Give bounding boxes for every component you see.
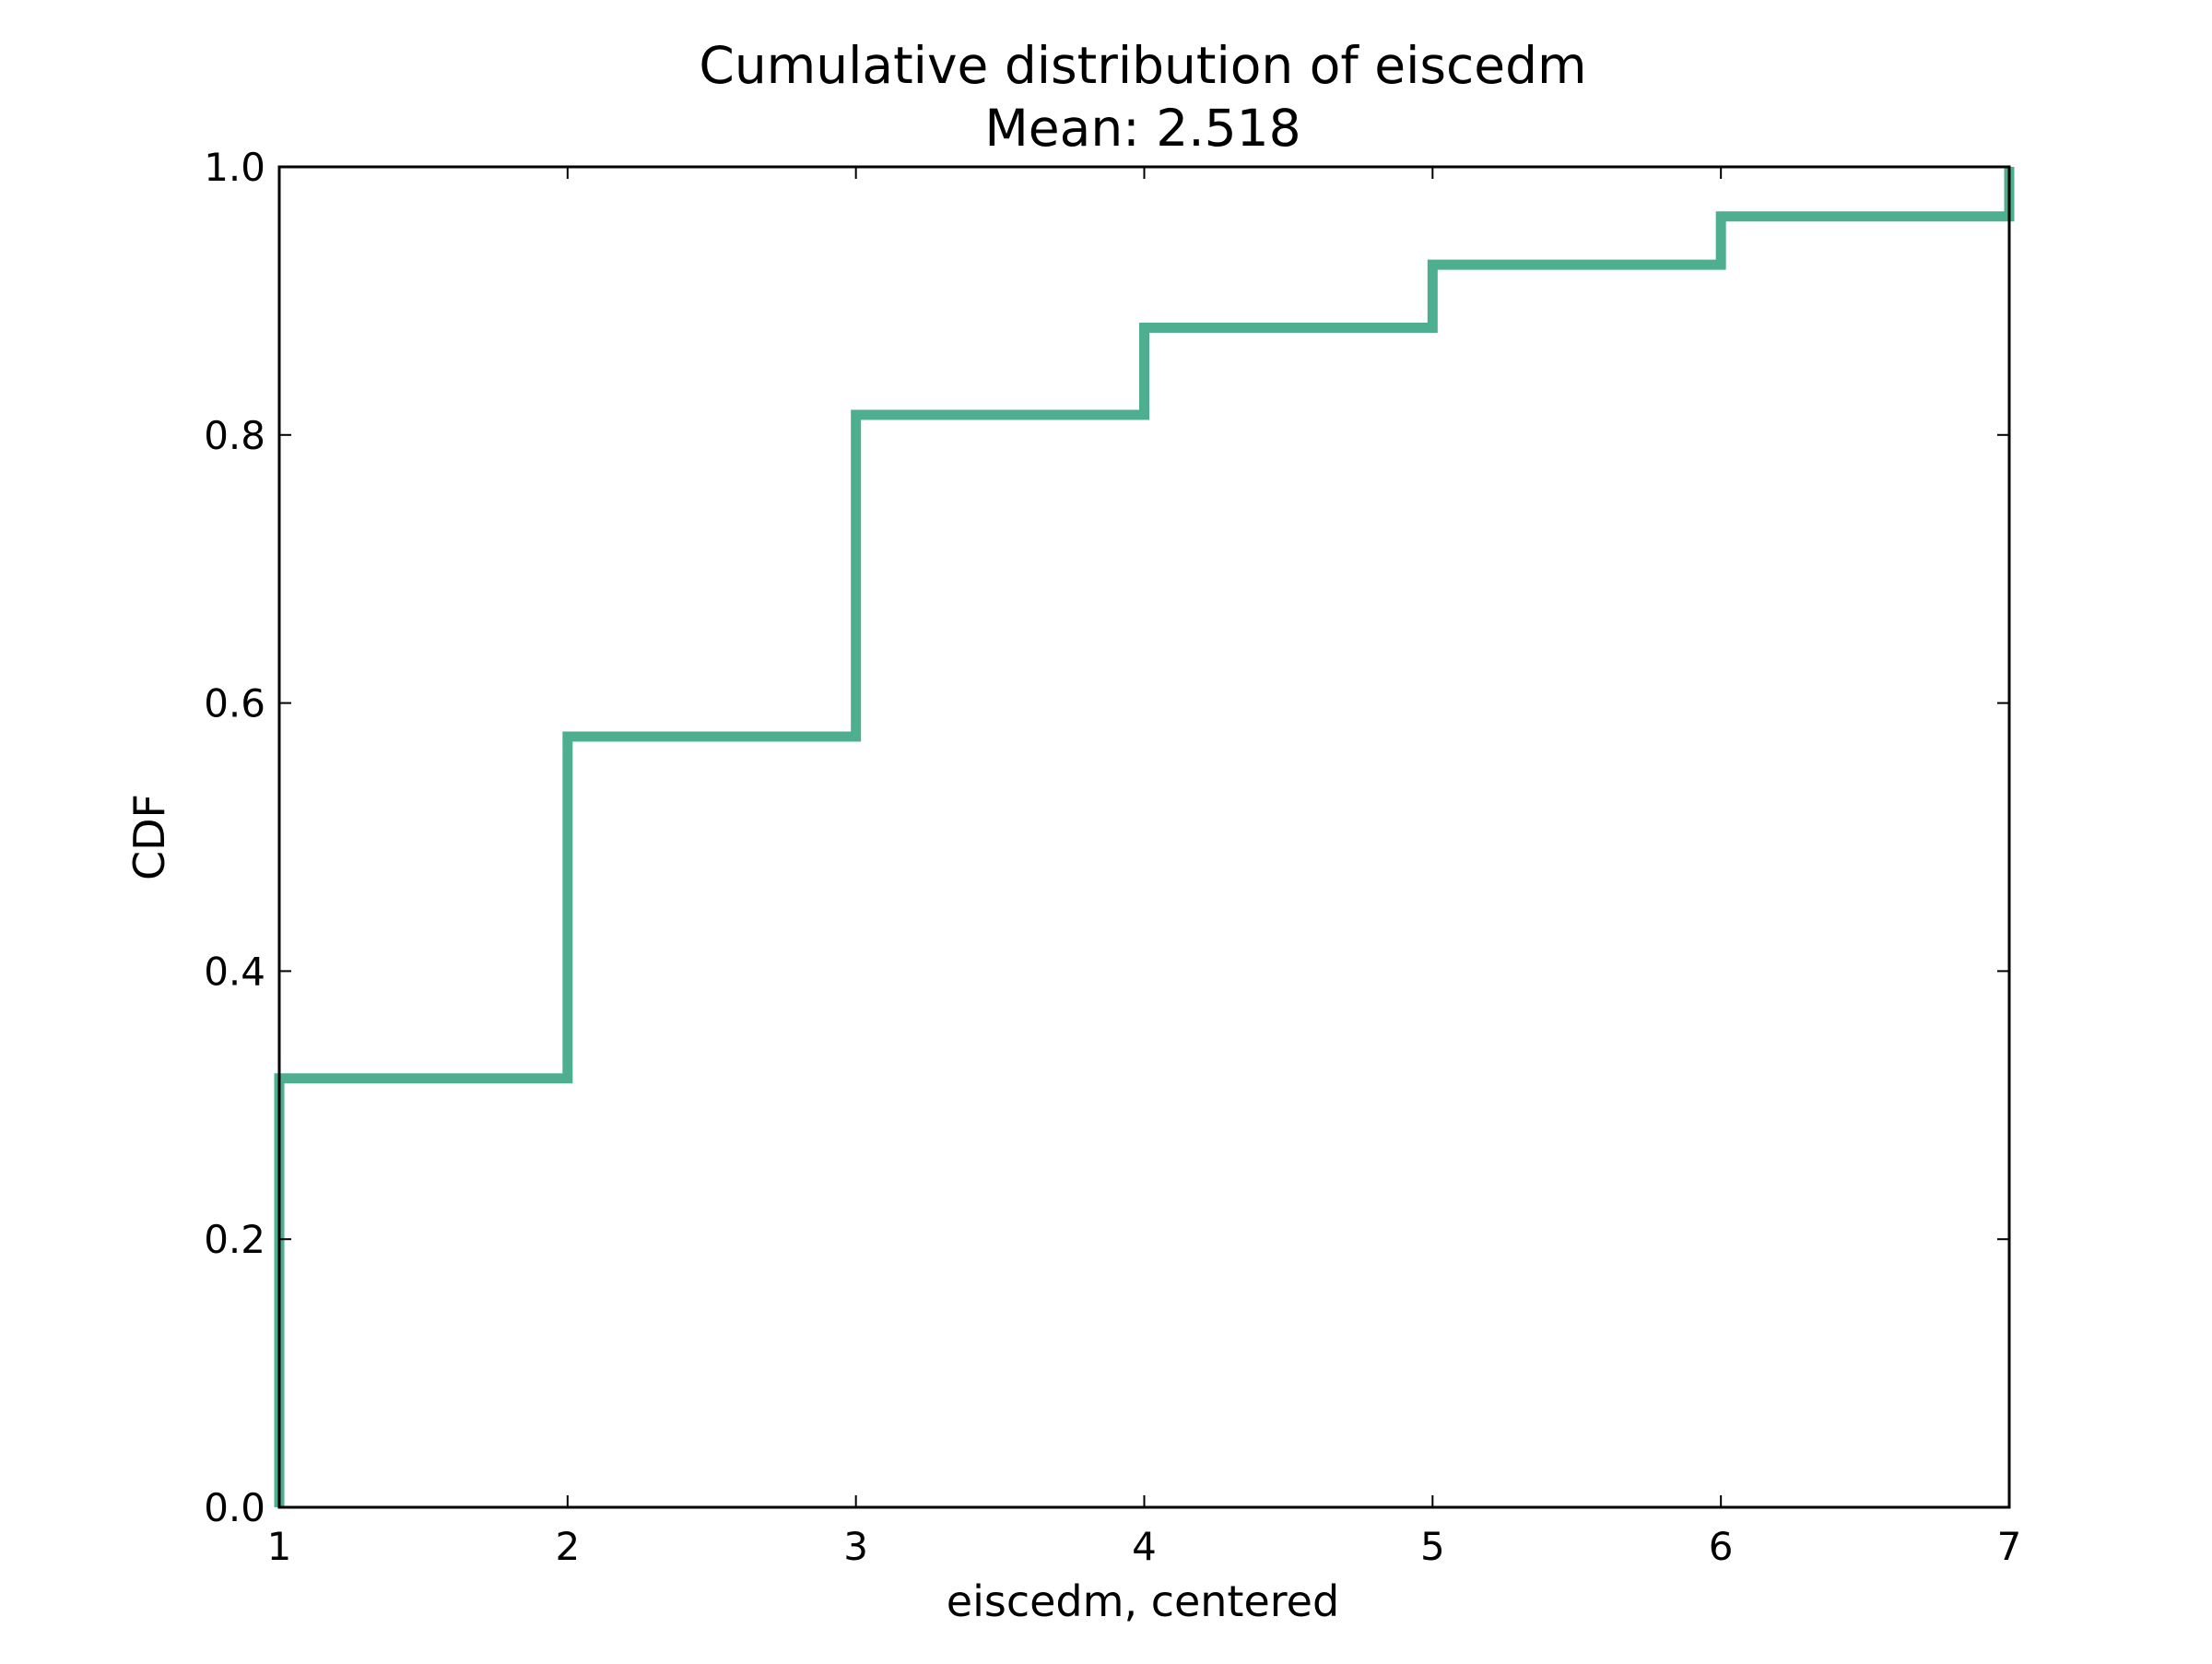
- x-axis-label: eiscedm, centered: [947, 1576, 1339, 1626]
- chart-subtitle: Mean: 2.518: [984, 99, 1300, 158]
- x-tick-label: 5: [1420, 1524, 1445, 1569]
- y-axis-label: CDF: [124, 794, 174, 880]
- y-tick-label: 0.2: [204, 1217, 265, 1262]
- x-tick-label: 4: [1132, 1524, 1157, 1569]
- plot-area: 1 2 3 4 5 6 7 0.0 0.2 0.4 0.6 0.8 1.0: [204, 145, 2021, 1569]
- x-tick-label: 1: [267, 1524, 292, 1569]
- x-tick-label: 7: [1997, 1524, 2022, 1569]
- y-tick-label: 0.0: [204, 1485, 265, 1530]
- cdf-step-line: [274, 167, 2015, 1507]
- y-tick-label: 0.6: [204, 681, 265, 726]
- y-tick-label: 1.0: [204, 145, 265, 190]
- x-tick-label: 2: [555, 1524, 580, 1569]
- x-tick-label: 6: [1709, 1524, 1734, 1569]
- chart-title: Cumulative distribution of eiscedm: [699, 36, 1586, 95]
- y-tick-label: 0.8: [204, 413, 265, 458]
- y-tick-label: 0.4: [204, 949, 265, 994]
- x-tick-label: 3: [843, 1524, 868, 1569]
